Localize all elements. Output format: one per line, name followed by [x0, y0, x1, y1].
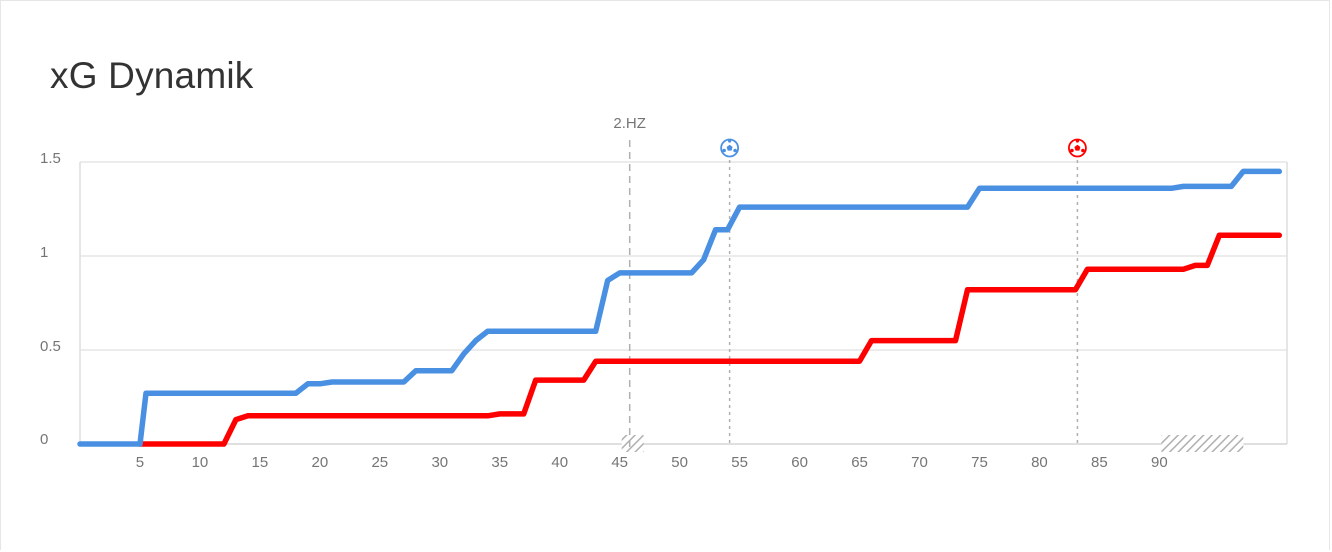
y-tick-label: 1: [40, 244, 48, 261]
x-tick-label: 65: [851, 454, 868, 471]
x-tick-label: 80: [1031, 454, 1048, 471]
x-tick-label: 5: [136, 454, 144, 471]
x-tick-label: 10: [192, 454, 209, 471]
ball-patch: [733, 148, 737, 153]
ball-patch: [1070, 148, 1074, 153]
event-markers: 2.HZ: [613, 115, 1087, 452]
ball-pentagon: [1074, 144, 1081, 151]
away-xg-line: [137, 232, 1283, 447]
extra-time-hatch: [621, 435, 1244, 452]
x-tick-label: 55: [731, 454, 748, 471]
ball-patch: [1075, 139, 1080, 143]
extra-time-hatch: [621, 435, 644, 452]
x-tick-label: 60: [791, 454, 808, 471]
x-tick-label: 40: [551, 454, 568, 471]
ball-patch: [728, 139, 732, 143]
soccer-ball-icon: [720, 138, 740, 158]
soccer-ball-icon: [1068, 138, 1087, 158]
ball-patch: [722, 148, 726, 153]
grid-lines: [79, 161, 1288, 445]
chart-title: xG Dynamik: [50, 55, 254, 96]
xg-series: [77, 168, 1283, 447]
ball-pentagon: [726, 144, 733, 151]
x-tick-label: 15: [252, 454, 269, 471]
axis-labels: 0 0.5 1 1.5 5 10 15 20 25 30 35 40 45 50 55 60 65 70 75 80 8…: [40, 150, 1168, 471]
home-xg-line: [77, 168, 1283, 447]
x-tick-label: 70: [911, 454, 928, 471]
x-tick-label: 25: [371, 454, 388, 471]
x-tick-label: 20: [312, 454, 329, 471]
x-tick-label: 90: [1151, 454, 1168, 471]
y-tick-label: 0: [40, 431, 48, 448]
y-tick-label: 1.5: [40, 150, 61, 167]
halftime-label: 2.HZ: [613, 115, 646, 132]
x-tick-label: 85: [1091, 454, 1108, 471]
y-tick-label: 0.5: [40, 338, 61, 355]
x-tick-label: 50: [671, 454, 688, 471]
x-tick-label: 35: [491, 454, 508, 471]
x-tick-label: 30: [431, 454, 448, 471]
extra-time-hatch: [1161, 435, 1244, 452]
x-tick-label: 75: [971, 454, 988, 471]
ball-patch: [1081, 148, 1085, 153]
x-tick-label: 45: [611, 454, 628, 471]
